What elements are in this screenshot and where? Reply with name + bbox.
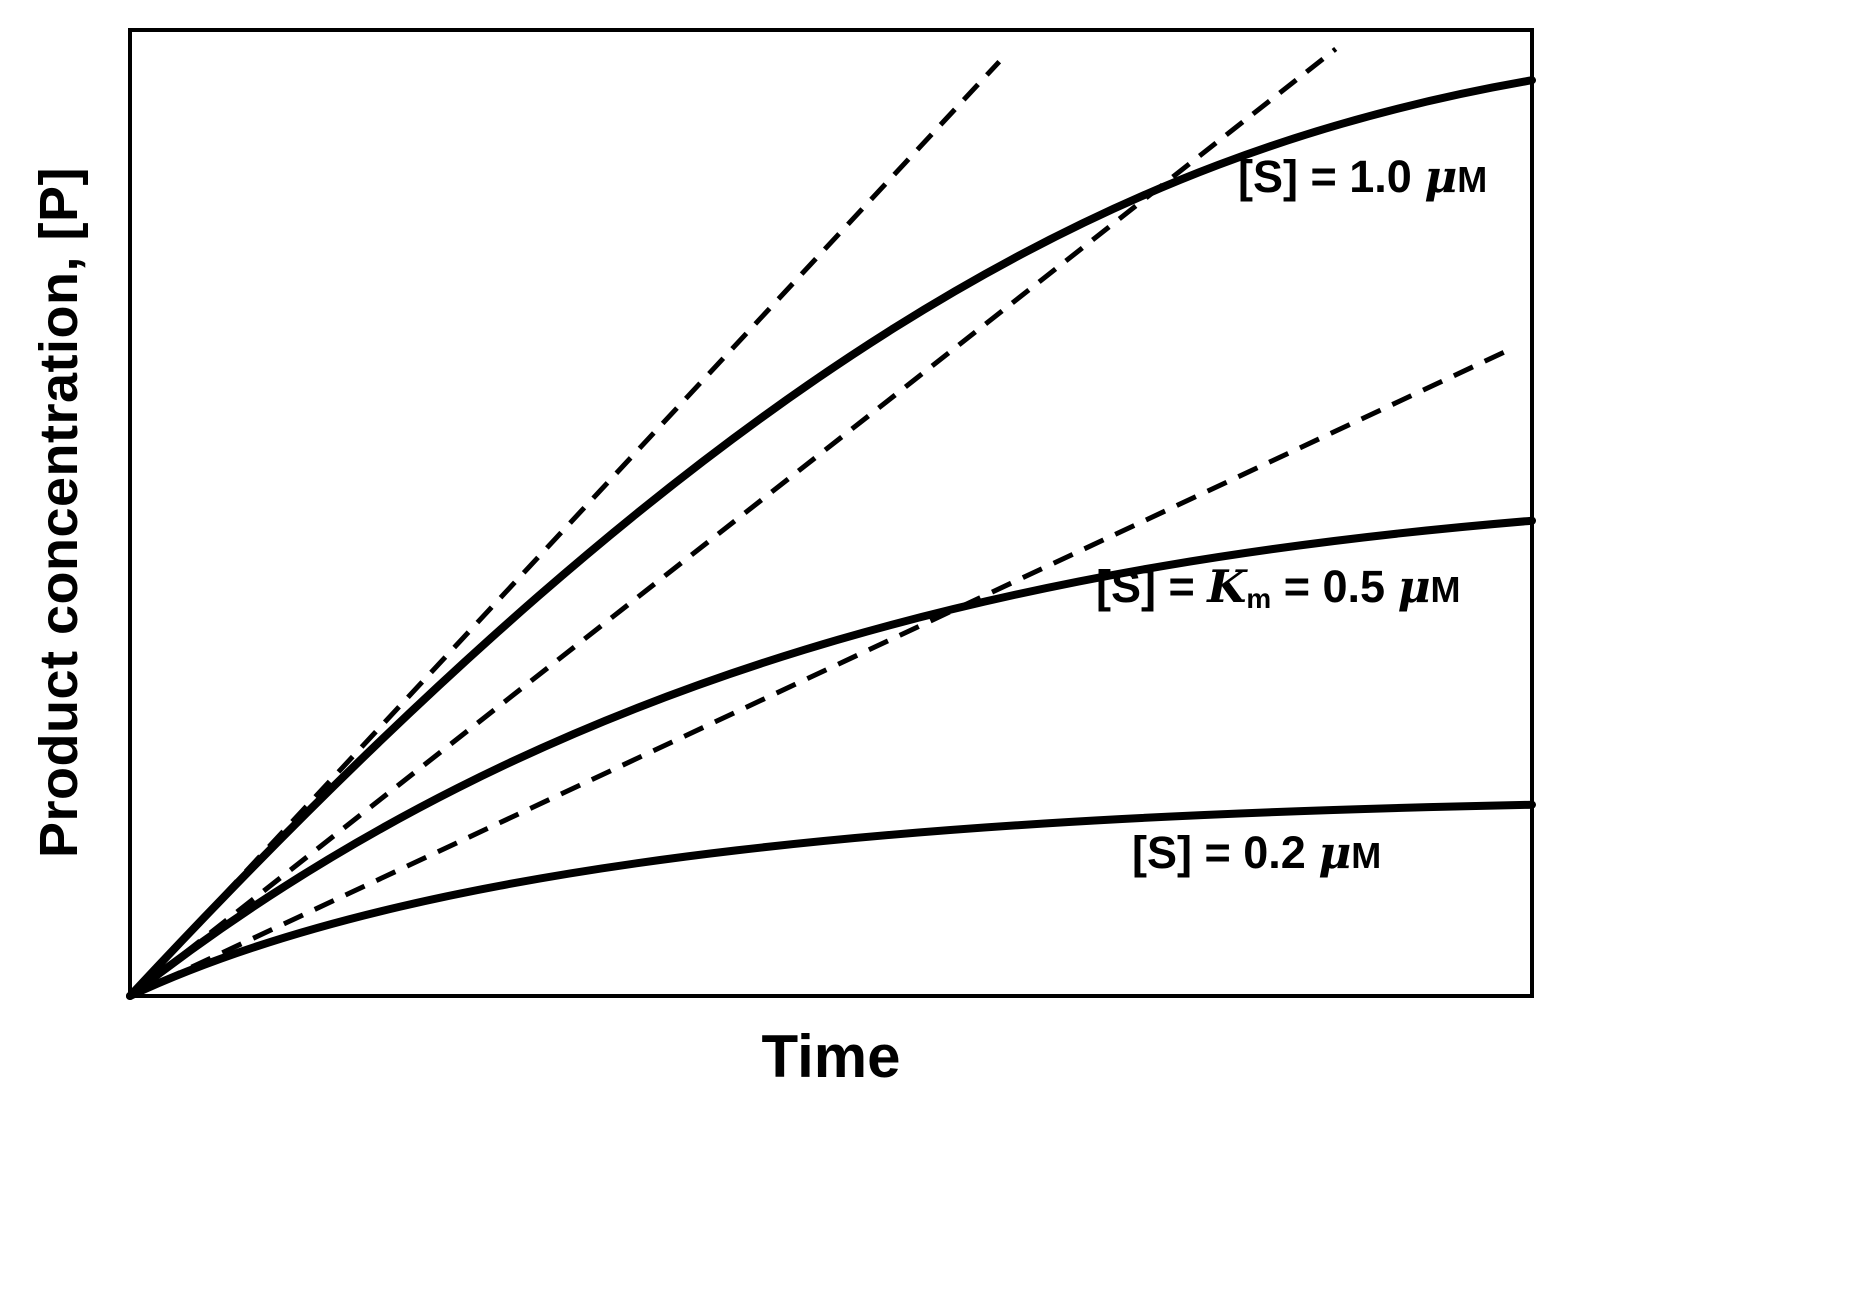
molar-unit: M [1430, 569, 1461, 610]
curve-label-s-1.0: [S] = 1.0 μM [1238, 150, 1487, 203]
tangent-line-s-0.2 [128, 349, 1506, 999]
label-text: [S] = [1096, 561, 1208, 612]
label-text: [S] = 1.0 [1238, 151, 1425, 202]
mu-symbol: μ [1397, 560, 1431, 613]
progress-curve-s-0.5 [126, 516, 1536, 1000]
progress-curve-s-1.0 [126, 76, 1536, 1000]
molar-unit: M [1457, 159, 1488, 200]
tangent-line-s-0.5 [128, 46, 1338, 998]
molar-unit: M [1351, 835, 1382, 876]
km-symbol: K [1207, 560, 1247, 613]
mu-symbol: μ [1424, 150, 1458, 203]
plot-frame [128, 28, 1534, 998]
label-text: [S] = 0.2 [1132, 827, 1319, 878]
mu-symbol: μ [1318, 826, 1352, 879]
label-text: = 0.5 [1271, 561, 1398, 612]
curve-label-s-0.5: [S] = Km = 0.5 μM [1096, 560, 1461, 615]
curve-label-s-0.2: [S] = 0.2 μM [1132, 826, 1381, 879]
x-axis-label: Time [761, 1023, 901, 1090]
km-subscript: m [1246, 583, 1272, 615]
progress-curve-s-0.2 [126, 800, 1536, 1000]
